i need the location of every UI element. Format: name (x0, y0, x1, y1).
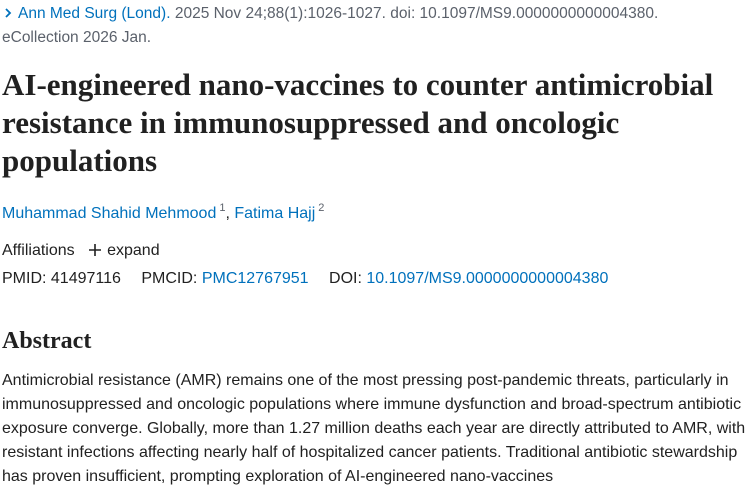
pmid-label: PMID: (2, 270, 47, 287)
identifiers: PMID: 41497116 PMCID: PMC12767951 DOI: 1… (2, 267, 608, 291)
expand-button[interactable]: expand (89, 242, 160, 259)
abstract-text: Antimicrobial resistance (AMR) remains o… (2, 372, 746, 485)
authors: Muhammad Shahid Mehmood 1, Fatima Hajj 2 (2, 202, 324, 226)
pmcid-label: PMCID: (141, 270, 198, 287)
abstract-heading: Abstract (2, 328, 92, 354)
pmid: 41497116 (50, 270, 121, 287)
ecollection: eCollection 2026 Jan. (2, 29, 152, 46)
doi-label: DOI: (329, 270, 362, 287)
citation-details: 2025 Nov 24;88(1):1026-1027. doi: 10.109… (174, 5, 659, 22)
affiliations-label: Affiliations (2, 242, 75, 259)
journal-link[interactable]: Ann Med Surg (Lond). (2, 5, 171, 22)
citation: Ann Med Surg (Lond). 2025 Nov 24;88(1):1… (2, 2, 742, 50)
article-title: AI-engineered nano-vaccines to counter a… (2, 67, 714, 178)
author-link[interactable]: Muhammad Shahid Mehmood (2, 205, 217, 222)
pmcid-link[interactable]: PMC12767951 (201, 270, 309, 287)
doi-link[interactable]: 10.1097/MS9.0000000000004380 (366, 270, 609, 287)
plus-icon (89, 244, 102, 256)
expand-label[interactable]: expand (107, 242, 160, 259)
affiliations: Affiliations expand (2, 239, 160, 263)
affiliation-ref[interactable]: 2 (318, 202, 325, 214)
author-separator: , (225, 205, 230, 222)
author-link[interactable]: Fatima Hajj (234, 205, 316, 222)
journal-name[interactable]: Ann Med Surg (Lond). (18, 5, 171, 22)
chevron-icon (5, 8, 12, 18)
affiliation-ref[interactable]: 1 (219, 202, 226, 214)
